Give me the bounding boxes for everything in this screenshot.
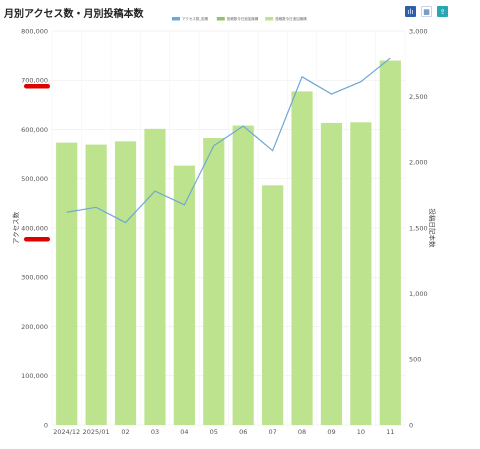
y2-tick-label: 2,000 <box>409 159 428 167</box>
y-tick-label: 500,000 <box>21 175 48 183</box>
y2-tick-label: 0 <box>409 421 413 429</box>
x-tick-label: 2024/12 <box>53 428 80 436</box>
line-point[interactable] <box>183 203 186 206</box>
share-button[interactable]: ⇪ <box>437 6 448 17</box>
line-point[interactable] <box>301 75 304 78</box>
x-tick-label: 09 <box>327 428 335 436</box>
x-tick-label: 2025/01 <box>83 428 110 436</box>
bar-chart-icon: ılı <box>407 7 414 16</box>
bar[interactable] <box>379 60 401 426</box>
bar[interactable] <box>291 91 313 425</box>
bar[interactable] <box>262 185 284 425</box>
bar[interactable] <box>114 141 137 425</box>
y2-tick-label: 1,000 <box>409 290 428 298</box>
legend-label[interactable]: 投稿数今日追加機構 <box>275 16 307 21</box>
x-tick-label: 08 <box>298 428 306 436</box>
bar[interactable] <box>350 122 372 425</box>
line-point[interactable] <box>124 221 127 224</box>
bar[interactable] <box>232 125 254 425</box>
legend: アクセス数_前期 投稿数今日追加機構 投稿数今日追加機構 <box>172 16 307 21</box>
page-title: 月別アクセス数・月別投稿本数 <box>4 9 144 20</box>
y-tick-label: 800,000 <box>21 27 48 35</box>
y-tick-label: 0 <box>44 421 48 429</box>
line-point[interactable] <box>271 149 274 152</box>
y-tick-label: 200,000 <box>21 323 48 331</box>
bar[interactable] <box>56 142 78 425</box>
redaction-marks <box>24 84 50 242</box>
chart-toolbar: ılı ▦ ⇪ <box>405 6 448 17</box>
share-icon: ⇪ <box>439 7 446 16</box>
line-point[interactable] <box>389 57 392 60</box>
line-point[interactable] <box>212 144 215 147</box>
table-view-button[interactable]: ▦ <box>421 6 432 17</box>
chart-view-button[interactable]: ılı <box>405 6 416 17</box>
x-tick-label: 02 <box>121 428 129 436</box>
x-tick-label: 05 <box>210 428 218 436</box>
y-tick-label: 300,000 <box>21 274 48 282</box>
line-point[interactable] <box>95 206 98 209</box>
legend-swatch <box>172 17 180 21</box>
left-axis-ticks: 0 100,000 200,000 300,000 400,000 500,000 600,… <box>21 27 48 429</box>
bar[interactable] <box>203 138 225 425</box>
y2-tick-label: 1,500 <box>409 224 428 232</box>
x-tick-label: 03 <box>151 428 159 436</box>
redaction-mark <box>24 237 50 242</box>
bar[interactable] <box>144 128 166 426</box>
y-tick-label: 600,000 <box>21 126 48 134</box>
legend-swatch <box>216 17 225 21</box>
y-axis-title: アクセス数 <box>11 211 20 244</box>
redaction-mark <box>24 84 50 89</box>
x-axis-ticks: 2024/12 2025/01 02 03 04 05 06 07 08 09 10 11 <box>53 428 394 436</box>
bar[interactable] <box>85 144 107 425</box>
legend-swatch <box>265 17 274 21</box>
x-tick-label: 10 <box>357 428 365 436</box>
y-tick-label: 700,000 <box>21 77 48 85</box>
line-point[interactable] <box>242 125 245 128</box>
line-point[interactable] <box>330 93 333 96</box>
bar-series <box>56 60 401 426</box>
line-path <box>66 57 391 224</box>
line-series <box>65 57 392 224</box>
legend-label[interactable]: アクセス数_前期 <box>182 16 209 21</box>
bar[interactable] <box>173 165 195 425</box>
line-point[interactable] <box>154 190 157 193</box>
bar[interactable] <box>320 122 343 425</box>
x-tick-label: 11 <box>386 428 394 436</box>
y2-tick-label: 500 <box>409 356 421 364</box>
x-tick-label: 06 <box>239 428 247 436</box>
right-axis-ticks: 0 500 1,000 1,500 2,000 2,500 3,000 <box>409 27 428 429</box>
y2-axis-title: 投稿日記本数 <box>428 209 437 249</box>
y-tick-label: 100,000 <box>21 372 48 380</box>
line-point[interactable] <box>359 80 362 83</box>
y2-tick-label: 3,000 <box>409 27 428 35</box>
y2-tick-label: 2,500 <box>409 93 428 101</box>
y-tick-label: 400,000 <box>21 224 48 232</box>
legend-label[interactable]: 投稿数今日追加機構 <box>227 16 259 21</box>
line-point[interactable] <box>65 211 68 214</box>
x-tick-label: 04 <box>180 428 188 436</box>
table-icon: ▦ <box>423 7 430 16</box>
x-tick-label: 07 <box>268 428 276 436</box>
grid-lines <box>51 30 406 426</box>
